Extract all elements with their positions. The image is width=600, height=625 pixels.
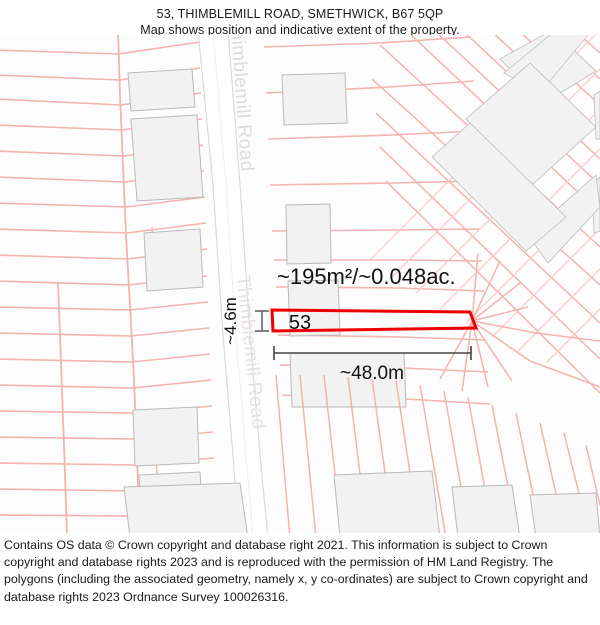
- dimension-width-label: ~48.0m: [340, 363, 404, 384]
- page-title: 53, THIMBLEMILL ROAD, SMETHWICK, B67 5QP: [156, 7, 444, 21]
- map-header: 53, THIMBLEMILL ROAD, SMETHWICK, B67 5QP…: [0, 0, 600, 39]
- building-group-south: [123, 470, 600, 533]
- building-group-east-band: [431, 35, 597, 252]
- dimension-height-label: ~4.6m: [221, 297, 240, 345]
- copyright-notice: Contains OS data © Crown copyright and d…: [4, 538, 588, 604]
- road-corridor: [197, 35, 269, 533]
- map-canvas[interactable]: Thimblemill Road Thimblemill Road: [0, 35, 600, 533]
- plot-number-label: 53: [289, 312, 311, 334]
- map-footer: Contains OS data © Crown copyright and d…: [0, 537, 600, 606]
- property-highlight-polygon[interactable]: [270, 308, 479, 333]
- parcel-node-east: [439, 252, 600, 392]
- area-label: ~195m²/~0.048ac.: [277, 264, 456, 289]
- property-map[interactable]: Thimblemill Road Thimblemill Road: [0, 35, 600, 533]
- dimension-height: [255, 310, 269, 332]
- dimension-width: [273, 346, 472, 360]
- page-subtitle: Map shows position and indicative extent…: [140, 23, 460, 37]
